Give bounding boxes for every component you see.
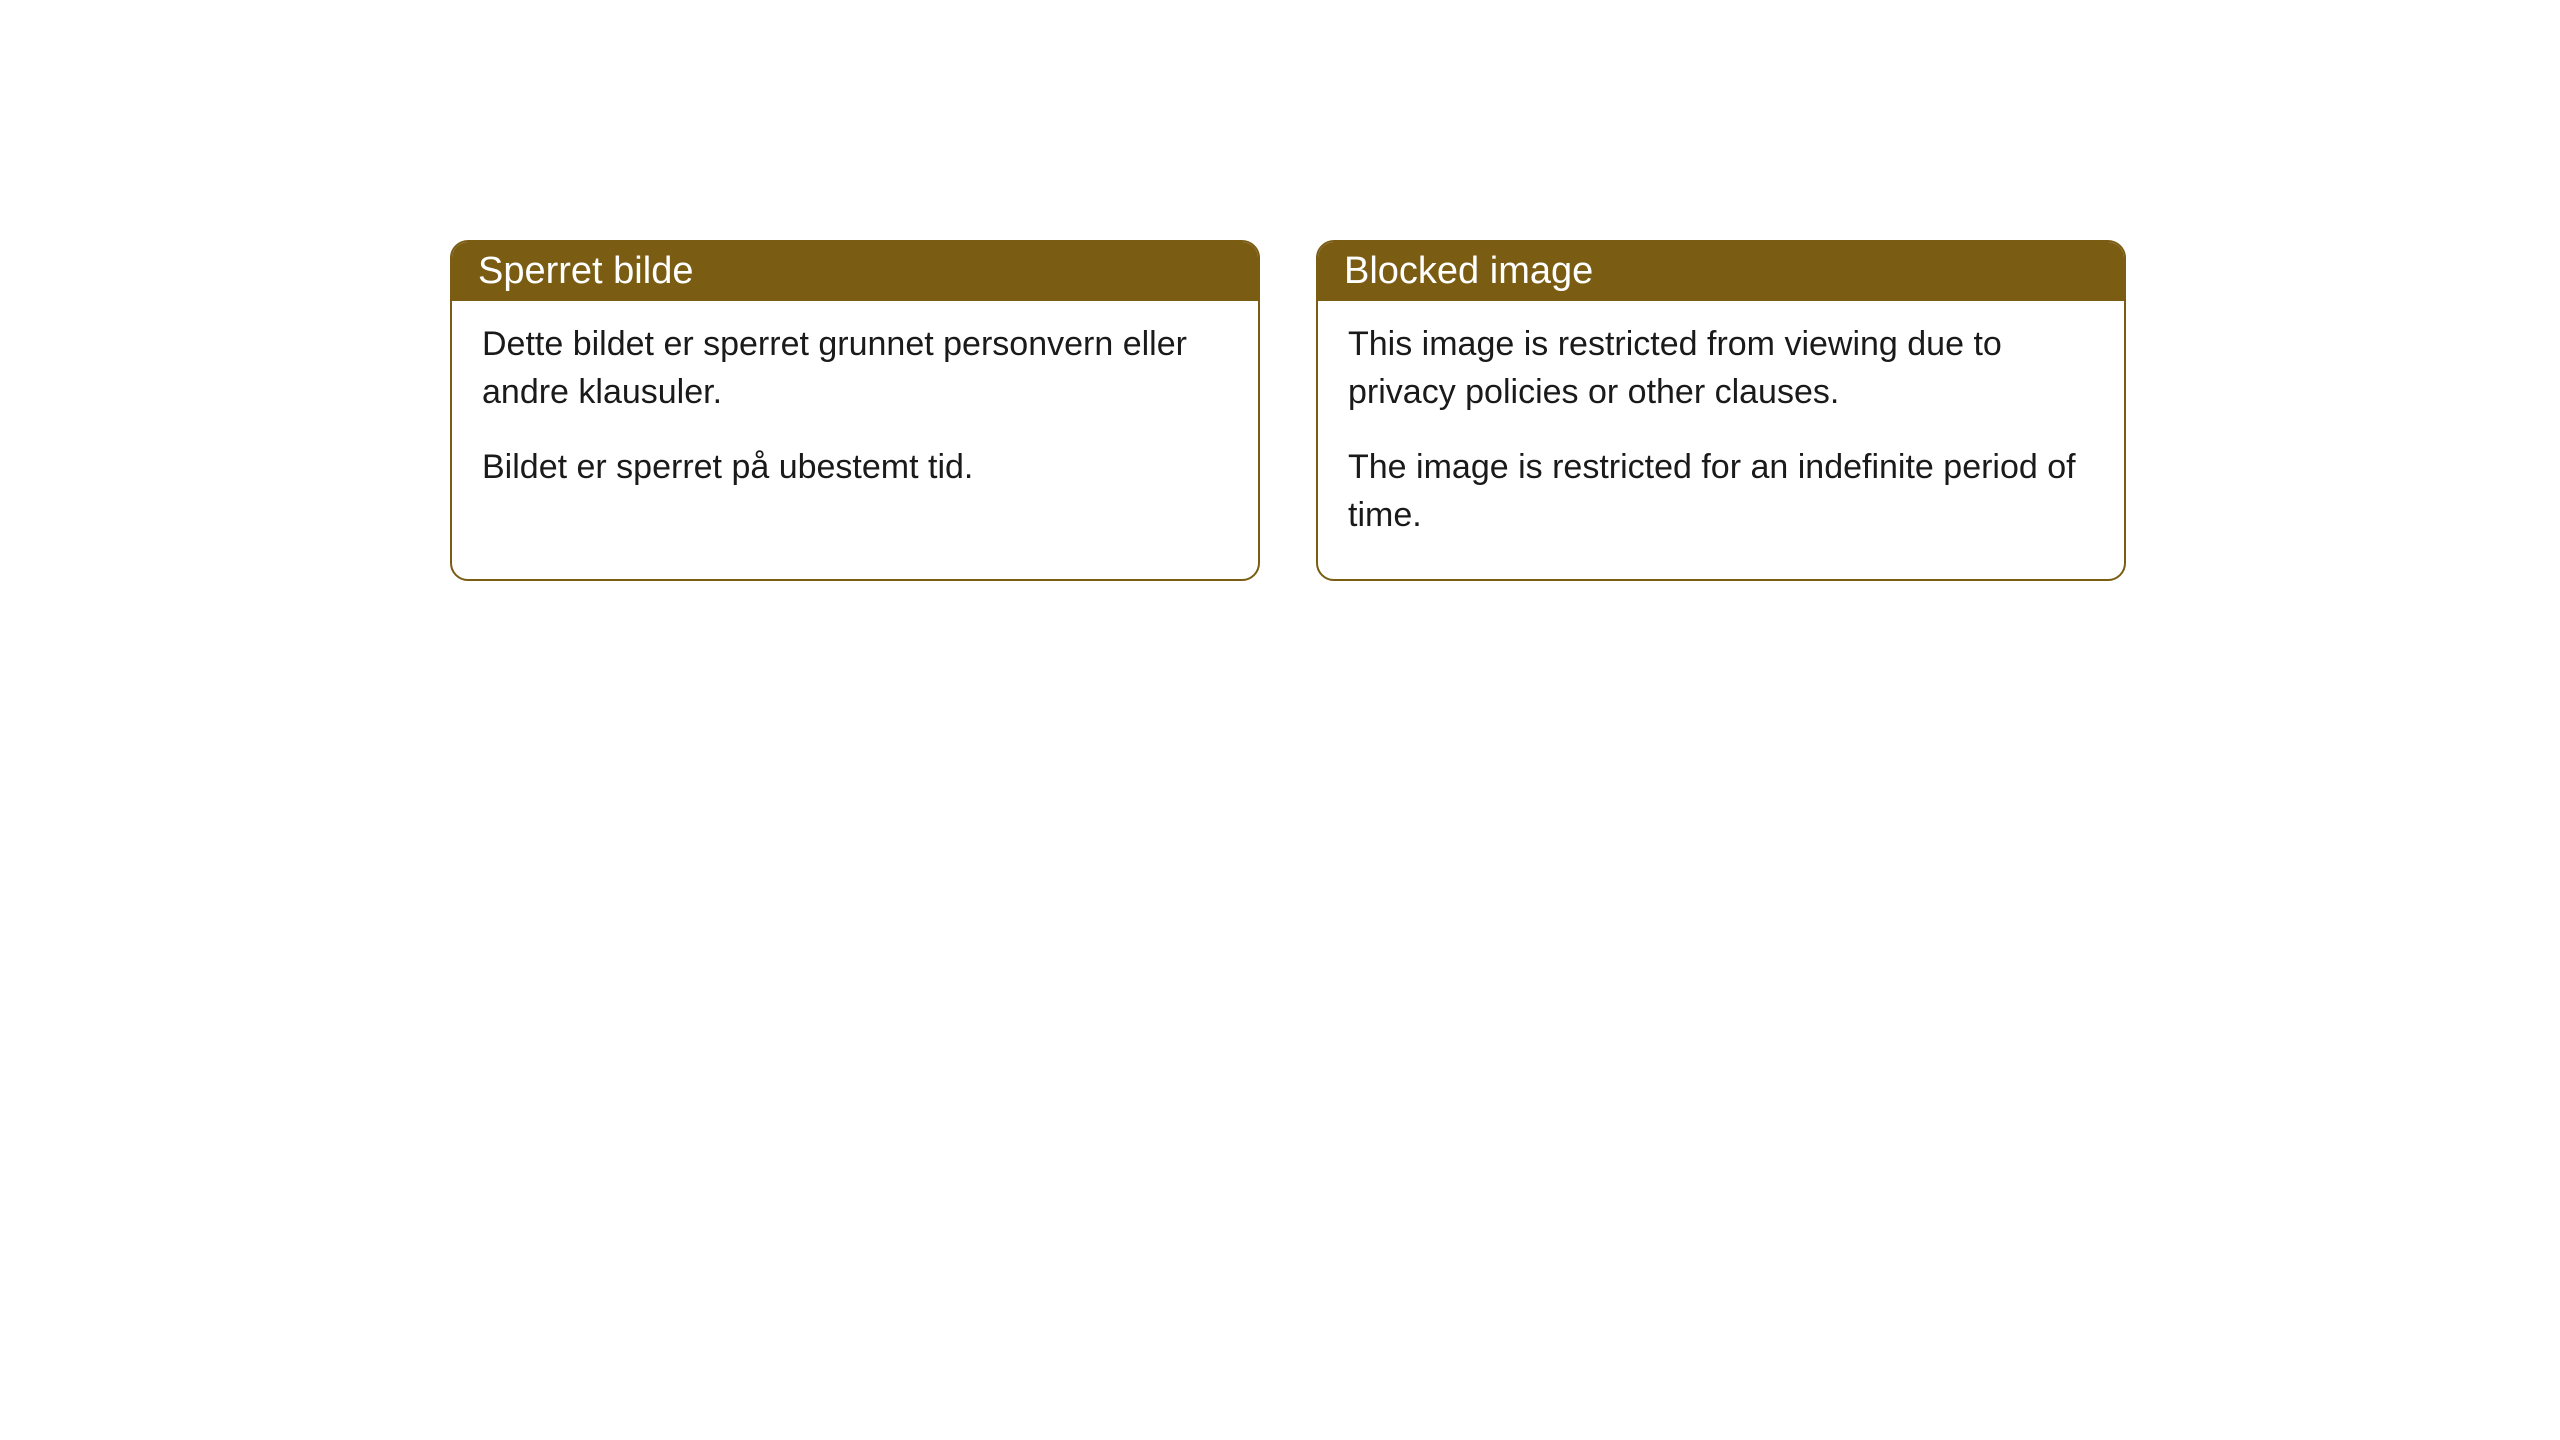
notice-card-norwegian: Sperret bilde Dette bildet er sperret gr… — [450, 240, 1260, 581]
notice-paragraph: This image is restricted from viewing du… — [1348, 321, 2094, 416]
notice-paragraph: Bildet er sperret på ubestemt tid. — [482, 444, 1228, 492]
notice-container: Sperret bilde Dette bildet er sperret gr… — [450, 240, 2126, 581]
notice-card-body: This image is restricted from viewing du… — [1318, 301, 2124, 579]
notice-card-title: Blocked image — [1318, 242, 2124, 301]
notice-card-title: Sperret bilde — [452, 242, 1258, 301]
notice-paragraph: The image is restricted for an indefinit… — [1348, 444, 2094, 539]
notice-card-english: Blocked image This image is restricted f… — [1316, 240, 2126, 581]
notice-paragraph: Dette bildet er sperret grunnet personve… — [482, 321, 1228, 416]
notice-card-body: Dette bildet er sperret grunnet personve… — [452, 301, 1258, 532]
